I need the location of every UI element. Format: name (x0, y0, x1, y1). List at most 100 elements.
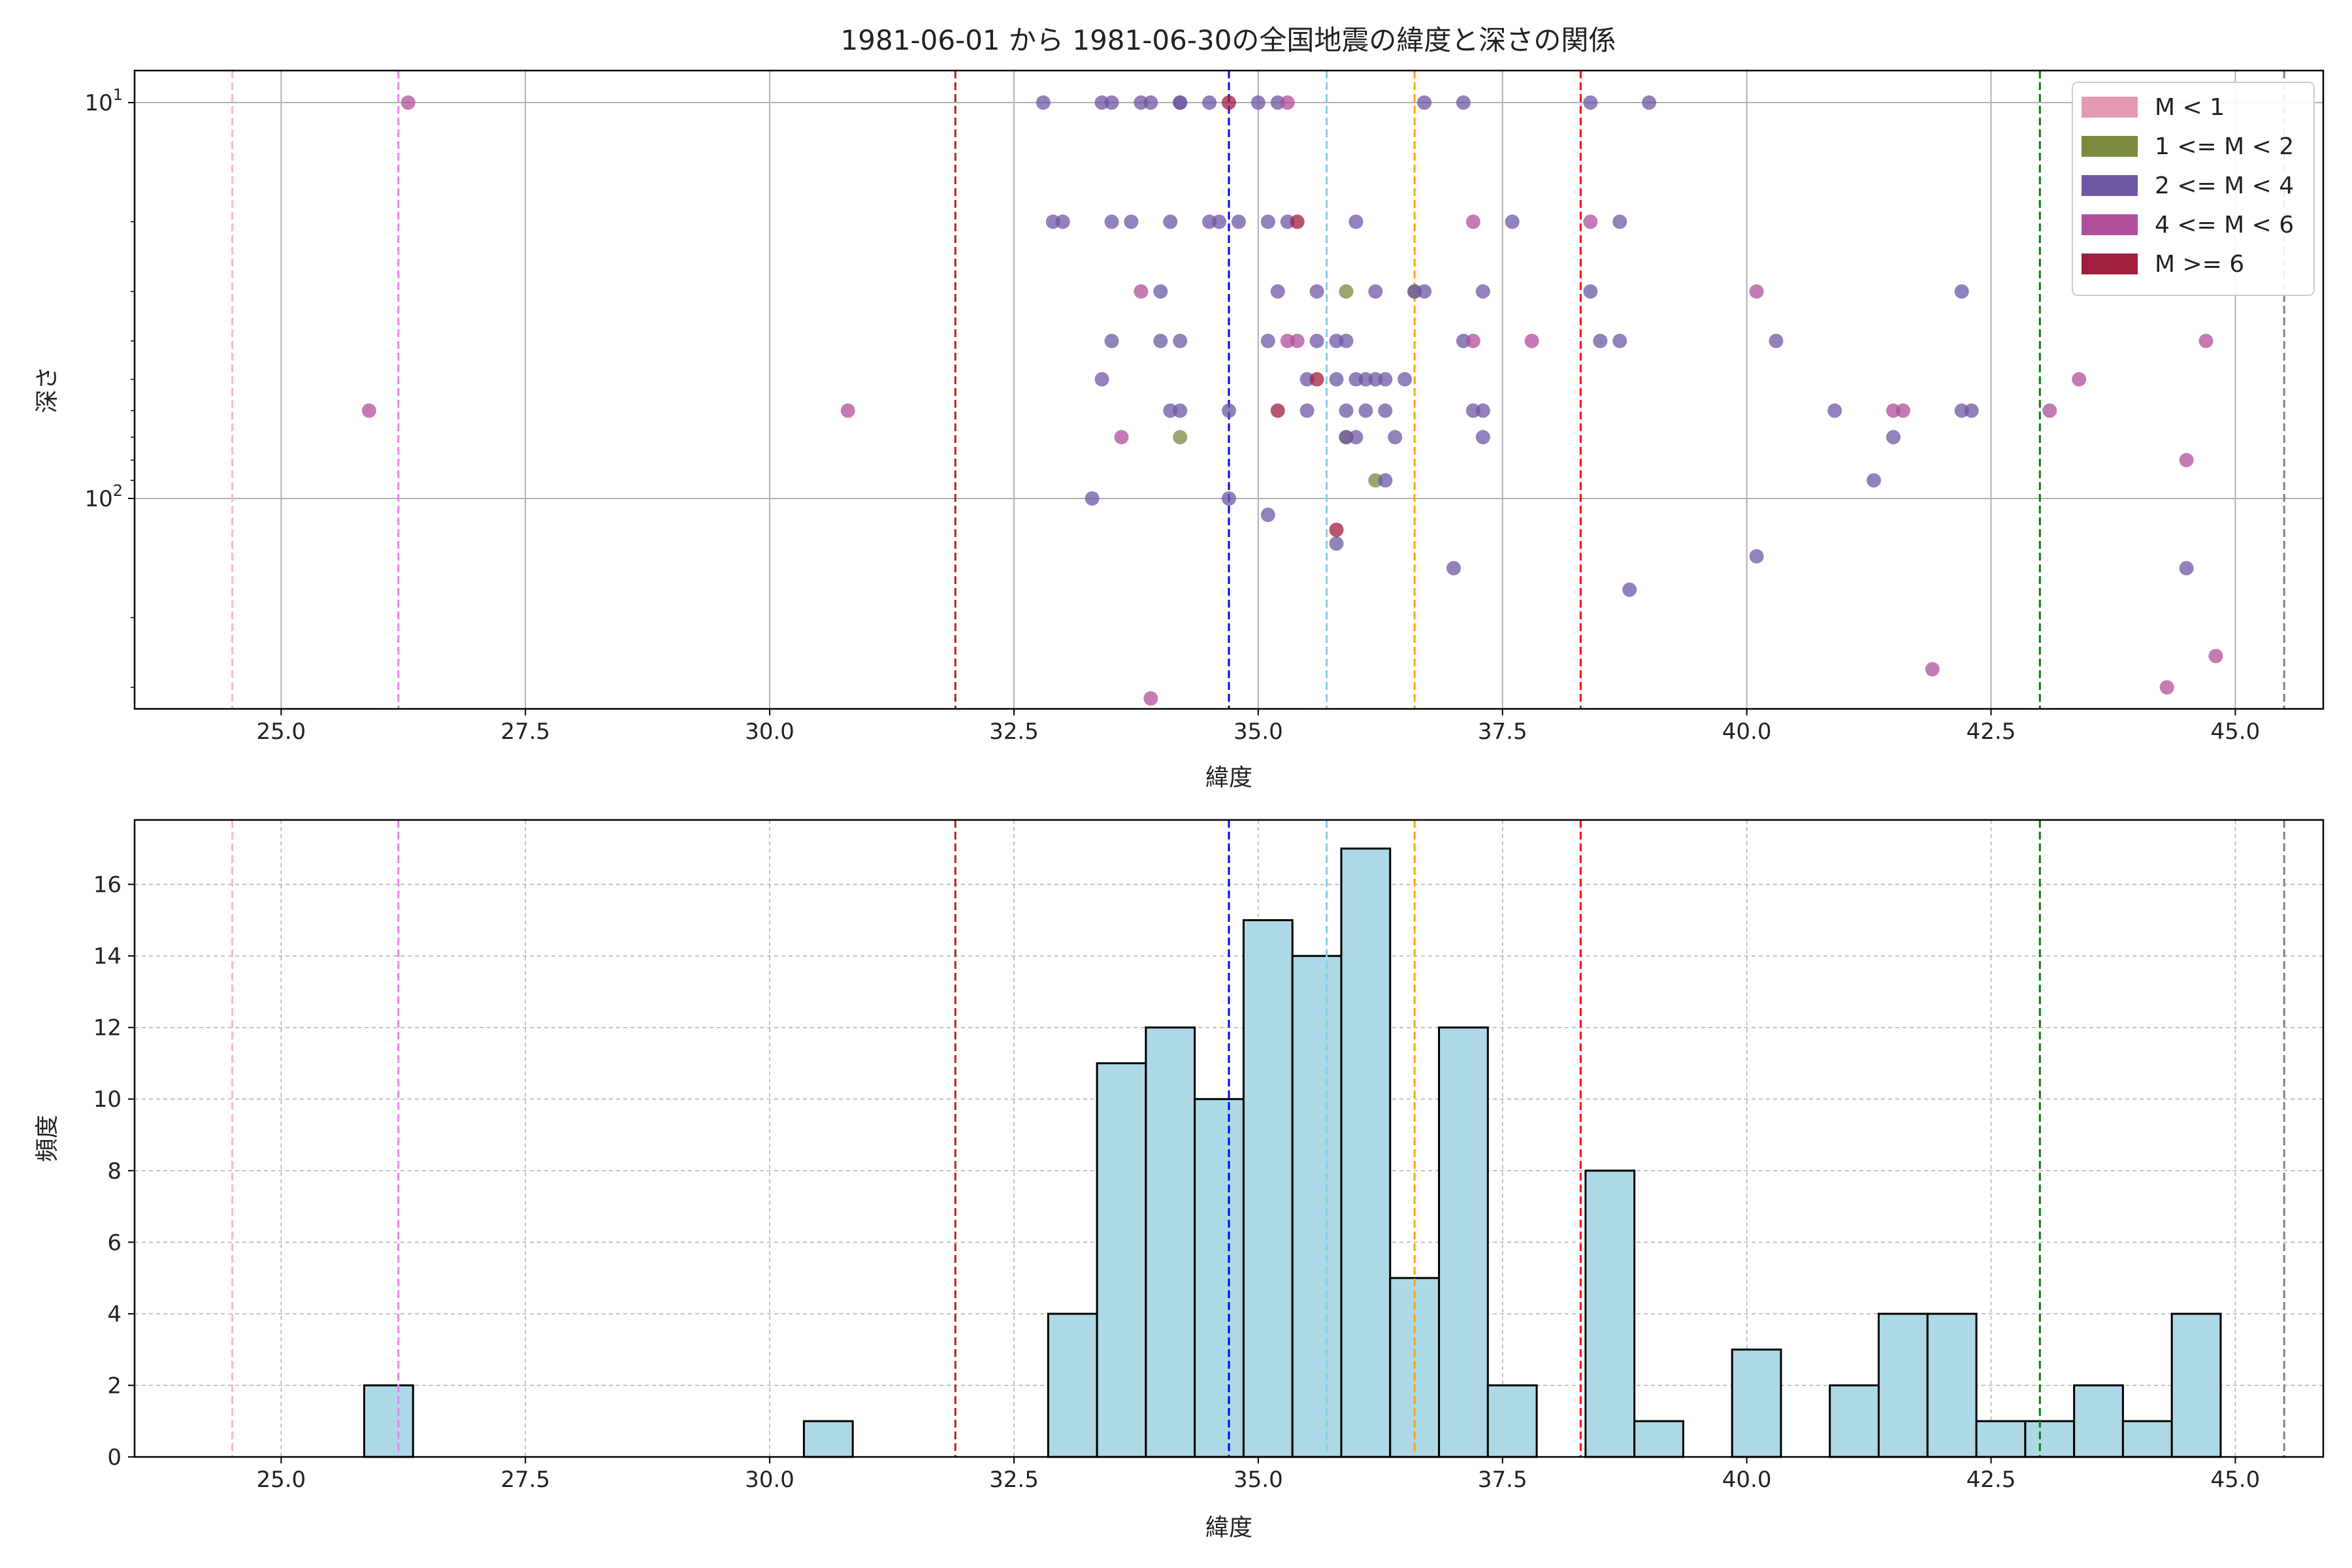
hist-x-tick-label: 40.0 (1722, 1467, 1772, 1493)
hist-bar (1731, 1348, 1782, 1458)
hist-bar (1829, 1384, 1880, 1458)
scatter-point (2198, 333, 2213, 348)
scatter-point (1260, 508, 1275, 523)
scatter-point (1222, 491, 1236, 506)
hist-bar (2121, 1420, 2173, 1458)
scatter-x-tick-label: 35.0 (1233, 719, 1283, 745)
scatter-point (2179, 453, 2194, 468)
scatter-x-tick-label: 27.5 (500, 719, 550, 745)
scatter-point (1173, 333, 1188, 348)
hist-bar (1242, 919, 1294, 1458)
legend-label: 1 <= M < 2 (2155, 133, 2294, 160)
scatter-point (1642, 95, 1657, 110)
scatter-point (1348, 430, 1364, 445)
hist-y-tick-label: 4 (107, 1301, 122, 1328)
hist-bar (1926, 1313, 1978, 1458)
scatter-x-axis-label: 緯度 (1205, 764, 1252, 791)
scatter-point (1593, 333, 1608, 348)
hist-y-tick-label: 14 (93, 943, 122, 970)
hist-y-tick-label: 12 (93, 1015, 122, 1041)
legend-swatch (2082, 136, 2138, 157)
legend-label: M < 1 (2155, 94, 2225, 121)
scatter-point (1222, 95, 1236, 110)
hist-bar (1975, 1420, 2027, 1458)
scatter-point (2042, 403, 2057, 418)
scatter-point (1348, 214, 1364, 229)
scatter-point (1329, 372, 1344, 387)
hist-bar (1194, 1098, 1245, 1458)
scatter-axes-frame (133, 69, 2325, 710)
scatter-point (1173, 403, 1188, 418)
scatter-point (1329, 536, 1344, 551)
scatter-point (1378, 473, 1393, 488)
scatter-point (2072, 372, 2087, 387)
legend-label: 2 <= M < 4 (2155, 172, 2294, 199)
scatter-point (1749, 549, 1764, 564)
scatter-point (1827, 403, 1842, 418)
scatter-point (1867, 473, 1882, 488)
scatter-point (1173, 430, 1188, 445)
hist-y-tick-label: 6 (107, 1230, 122, 1256)
scatter-point (1153, 284, 1168, 299)
figure-title: 1981-06-01 から 1981-06-30の全国地震の緯度と深さの関係 (841, 24, 1616, 56)
hist-bar (2073, 1384, 2124, 1458)
hist-bar (2170, 1313, 2222, 1458)
scatter-point (1388, 430, 1403, 445)
scatter-x-tick-label: 32.5 (989, 719, 1039, 745)
scatter-point (361, 403, 376, 418)
hist-y-tick-label: 10 (93, 1086, 122, 1113)
scatter-point (1143, 691, 1158, 706)
scatter-point (1583, 214, 1598, 229)
scatter-x-tick-label: 40.0 (1722, 719, 1772, 745)
hist-x-tick-label: 35.0 (1233, 1467, 1283, 1493)
scatter-point (1358, 403, 1373, 418)
scatter-point (1583, 284, 1598, 299)
scatter-point (1104, 333, 1119, 348)
legend-swatch (2082, 253, 2138, 274)
scatter-point (1465, 214, 1480, 229)
hist-bar (1340, 847, 1392, 1458)
hist-bar (1584, 1169, 1636, 1458)
scatter-point (1036, 95, 1051, 110)
hist-x-tick-label: 37.5 (1478, 1467, 1527, 1493)
scatter-point (1104, 214, 1119, 229)
scatter-point (1309, 333, 1324, 348)
scatter-point (1769, 333, 1784, 348)
hist-x-tick-label: 32.5 (989, 1467, 1039, 1493)
scatter-point (1397, 372, 1413, 387)
scatter-y-tick-base: 10 (84, 90, 112, 116)
hist-y-tick-label: 16 (93, 872, 122, 898)
hist-bar (1096, 1062, 1147, 1458)
legend-swatch (2082, 97, 2138, 118)
scatter-point (1270, 284, 1285, 299)
hist-x-tick-label: 42.5 (1967, 1467, 2016, 1493)
hist-y-tick-label: 8 (107, 1158, 122, 1184)
scatter-point (840, 403, 855, 418)
scatter-y-axis-label: 深さ (34, 366, 61, 413)
scatter-x-tick-label: 45.0 (2211, 719, 2261, 745)
scatter-point (1368, 284, 1383, 299)
hist-bar (1047, 1313, 1098, 1458)
scatter-point (1163, 214, 1178, 229)
legend-box (2072, 82, 2315, 296)
scatter-point (1475, 284, 1490, 299)
hist-bar (1145, 1026, 1196, 1458)
scatter-point (1749, 284, 1764, 299)
scatter-y-tick-label: 102 (84, 482, 123, 512)
legend-label: 4 <= M < 6 (2155, 212, 2294, 238)
scatter-point (1475, 430, 1490, 445)
scatter-point (1475, 403, 1490, 418)
hist-bar (802, 1420, 854, 1458)
scatter-point (1339, 333, 1354, 348)
scatter-point (1260, 333, 1275, 348)
hist-y-axis-label: 頻度 (34, 1115, 61, 1162)
scatter-point (1143, 95, 1158, 110)
scatter-point (1465, 333, 1480, 348)
scatter-point (1153, 333, 1168, 348)
scatter-point (1124, 214, 1139, 229)
scatter-point (1085, 491, 1100, 506)
hist-bar (1438, 1026, 1489, 1458)
scatter-point (1094, 372, 1109, 387)
scatter-point (1505, 214, 1520, 229)
hist-bar (1878, 1313, 1929, 1458)
